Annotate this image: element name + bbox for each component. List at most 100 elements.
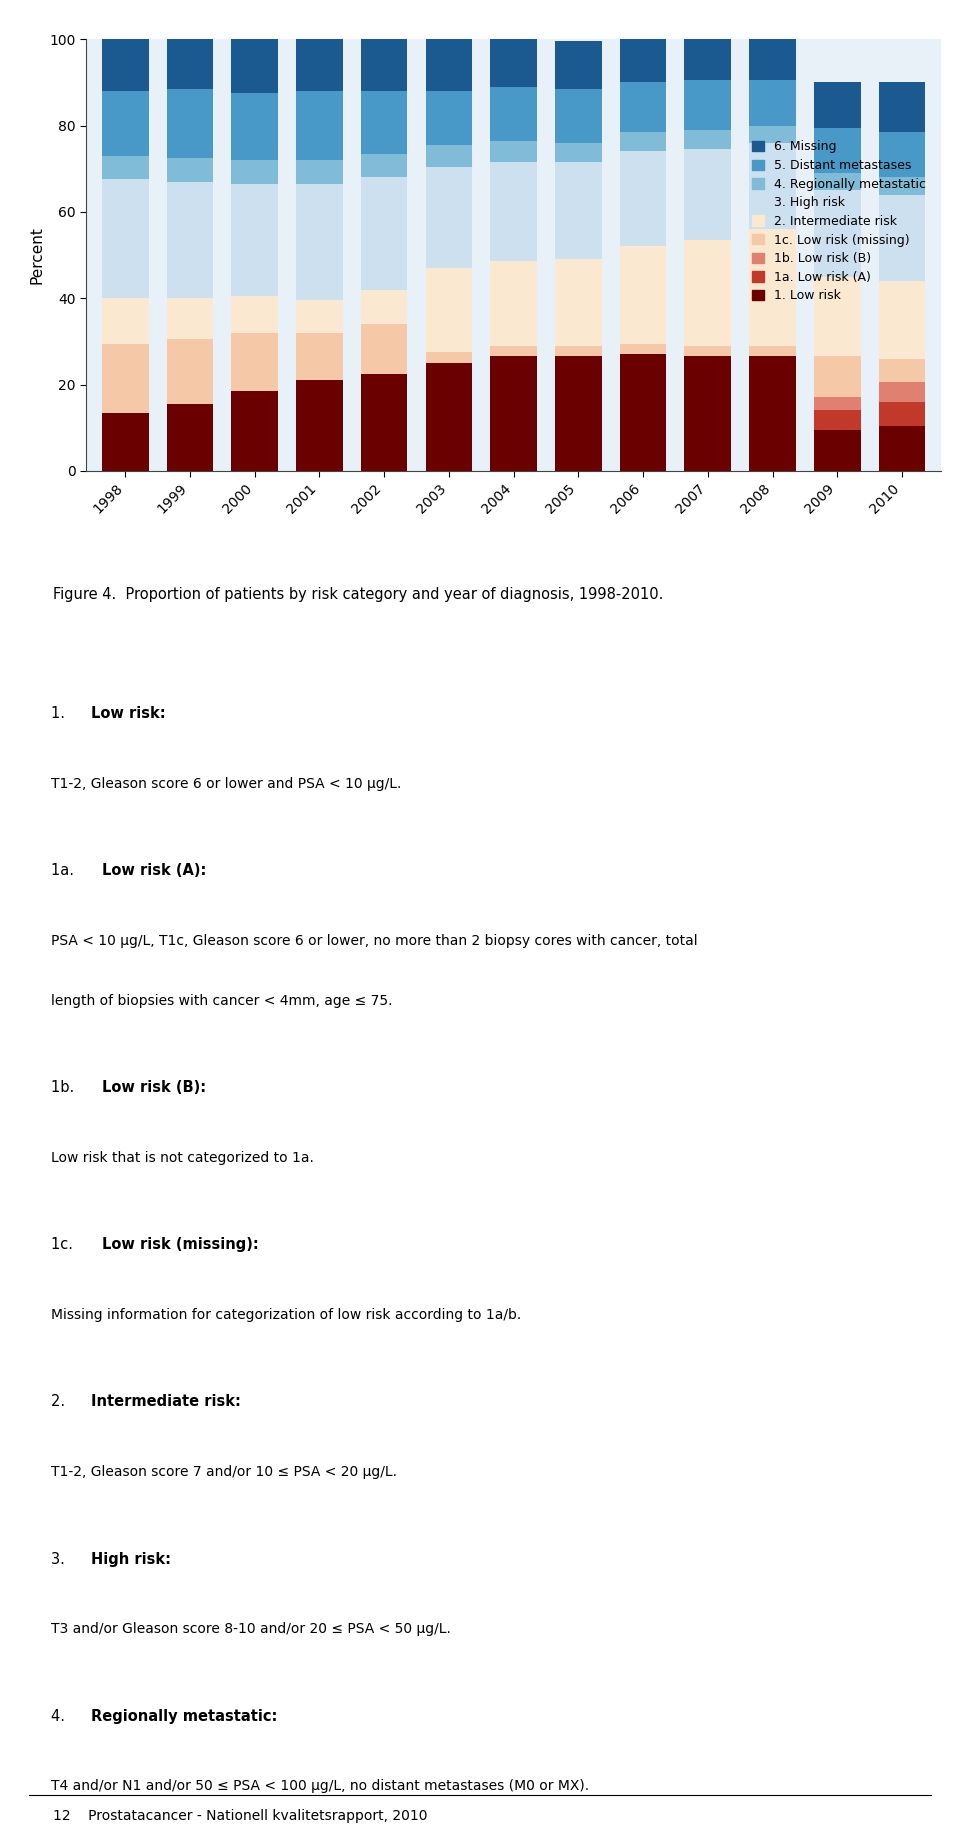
Bar bbox=[102, 92, 149, 156]
Bar bbox=[749, 38, 796, 81]
Bar bbox=[425, 363, 472, 471]
Bar bbox=[425, 352, 472, 363]
Bar bbox=[684, 346, 732, 357]
Bar bbox=[102, 299, 149, 344]
Bar bbox=[491, 357, 537, 471]
Bar bbox=[620, 354, 666, 471]
Bar bbox=[620, 344, 666, 354]
Text: Figure 4.  Proportion of patients by risk category and year of diagnosis, 1998-2: Figure 4. Proportion of patients by risk… bbox=[53, 588, 663, 603]
Bar bbox=[231, 390, 278, 471]
Bar bbox=[296, 38, 343, 92]
Bar bbox=[296, 381, 343, 471]
Bar bbox=[361, 92, 407, 154]
Text: 2.: 2. bbox=[52, 1394, 75, 1409]
Bar bbox=[491, 346, 537, 357]
Bar bbox=[167, 38, 213, 88]
Bar bbox=[102, 38, 149, 92]
Text: 1.: 1. bbox=[52, 705, 75, 722]
Bar bbox=[555, 346, 602, 357]
Bar bbox=[361, 374, 407, 471]
Bar bbox=[296, 333, 343, 381]
Bar bbox=[231, 183, 278, 297]
Bar bbox=[425, 167, 472, 267]
Bar bbox=[167, 158, 213, 181]
Bar bbox=[814, 277, 860, 357]
Bar bbox=[361, 154, 407, 178]
Bar bbox=[167, 181, 213, 299]
Bar bbox=[878, 425, 925, 471]
Text: Low risk (missing):: Low risk (missing): bbox=[102, 1237, 258, 1253]
Bar bbox=[814, 191, 860, 277]
Bar bbox=[425, 92, 472, 145]
Bar bbox=[361, 324, 407, 374]
Text: T4 and/or N1 and/or 50 ≤ PSA < 100 μg/L, no distant metastases (M0 or MX).: T4 and/or N1 and/or 50 ≤ PSA < 100 μg/L,… bbox=[52, 1779, 589, 1794]
Bar bbox=[231, 159, 278, 183]
Bar bbox=[167, 339, 213, 405]
Bar bbox=[878, 359, 925, 383]
Text: Intermediate risk:: Intermediate risk: bbox=[91, 1394, 241, 1409]
Bar bbox=[491, 262, 537, 346]
Bar bbox=[555, 42, 602, 88]
Text: 3.: 3. bbox=[52, 1552, 75, 1566]
Bar bbox=[878, 383, 925, 401]
Bar bbox=[555, 357, 602, 471]
Bar bbox=[361, 289, 407, 324]
Bar bbox=[620, 152, 666, 245]
Bar bbox=[425, 145, 472, 167]
Bar bbox=[814, 128, 860, 172]
Bar bbox=[555, 260, 602, 346]
Bar bbox=[167, 299, 213, 339]
Bar bbox=[684, 240, 732, 346]
Bar bbox=[684, 148, 732, 240]
Text: High risk:: High risk: bbox=[91, 1552, 171, 1566]
Bar bbox=[878, 132, 925, 178]
Text: Low risk that is not categorized to 1a.: Low risk that is not categorized to 1a. bbox=[52, 1150, 314, 1165]
Bar bbox=[555, 143, 602, 163]
Bar bbox=[491, 86, 537, 141]
Bar bbox=[620, 38, 666, 82]
Bar bbox=[491, 141, 537, 163]
Bar bbox=[749, 143, 796, 229]
Bar bbox=[231, 38, 278, 93]
Text: 1b.: 1b. bbox=[52, 1081, 84, 1096]
Text: T3 and/or Gleason score 8-10 and/or 20 ≤ PSA < 50 μg/L.: T3 and/or Gleason score 8-10 and/or 20 ≤… bbox=[52, 1623, 451, 1636]
Text: Low risk:: Low risk: bbox=[91, 705, 166, 722]
Bar bbox=[167, 88, 213, 158]
Legend: 6. Missing, 5. Distant metastases, 4. Regionally metastatic, 3. High risk, 2. In: 6. Missing, 5. Distant metastases, 4. Re… bbox=[752, 141, 926, 302]
Bar bbox=[878, 280, 925, 359]
Bar bbox=[361, 178, 407, 289]
Bar bbox=[878, 82, 925, 132]
Bar bbox=[814, 82, 860, 128]
Bar bbox=[555, 88, 602, 143]
Text: 12    Prostatacancer - Nationell kvalitetsrapport, 2010: 12 Prostatacancer - Nationell kvalitetsr… bbox=[53, 1810, 427, 1823]
Bar bbox=[296, 159, 343, 183]
Bar bbox=[555, 163, 602, 260]
Bar bbox=[425, 267, 472, 352]
Bar bbox=[684, 81, 732, 130]
Bar bbox=[878, 401, 925, 425]
Text: Regionally metastatic:: Regionally metastatic: bbox=[91, 1709, 277, 1724]
Bar bbox=[167, 405, 213, 471]
Bar bbox=[684, 130, 732, 148]
Bar bbox=[878, 178, 925, 194]
Bar bbox=[684, 37, 732, 81]
Text: T1-2, Gleason score 7 and/or 10 ≤ PSA < 20 μg/L.: T1-2, Gleason score 7 and/or 10 ≤ PSA < … bbox=[52, 1466, 397, 1478]
Text: PSA < 10 μg/L, T1c, Gleason score 6 or lower, no more than 2 biopsy cores with c: PSA < 10 μg/L, T1c, Gleason score 6 or l… bbox=[52, 934, 698, 947]
Text: Missing information for categorization of low risk according to 1a/b.: Missing information for categorization o… bbox=[52, 1308, 521, 1323]
Bar bbox=[102, 180, 149, 299]
Bar bbox=[749, 346, 796, 357]
Bar bbox=[749, 126, 796, 143]
Bar bbox=[814, 357, 860, 398]
Bar bbox=[361, 38, 407, 92]
Bar bbox=[296, 92, 343, 159]
Bar bbox=[814, 410, 860, 431]
Bar bbox=[814, 172, 860, 191]
Bar bbox=[231, 93, 278, 159]
Bar bbox=[491, 163, 537, 262]
Bar bbox=[814, 398, 860, 410]
Bar bbox=[749, 81, 796, 126]
Bar bbox=[620, 82, 666, 132]
Text: Low risk (B):: Low risk (B): bbox=[102, 1081, 206, 1096]
Bar bbox=[620, 132, 666, 152]
Text: Low risk (A):: Low risk (A): bbox=[102, 863, 206, 878]
